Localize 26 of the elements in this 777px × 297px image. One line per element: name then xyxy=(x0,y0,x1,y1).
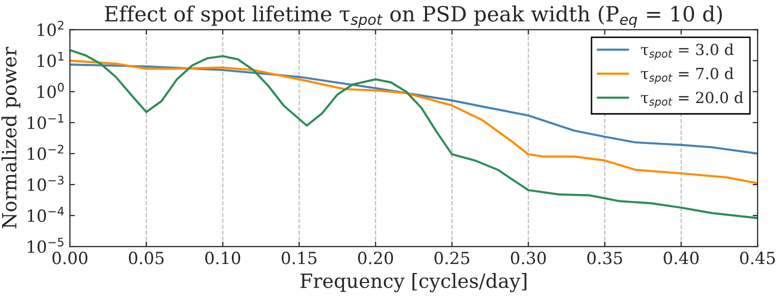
x-tick-label: 0.25 xyxy=(434,252,470,264)
x-tick-label: 0.10 xyxy=(205,252,240,264)
x-tick-label: 0.00 xyxy=(52,252,88,264)
x-tick-label: 0.35 xyxy=(587,252,622,264)
y-tick-label: 10$^{−5}$ xyxy=(28,238,64,253)
line-series xyxy=(70,60,758,184)
y-tick-label: 10$^{0}$ xyxy=(38,82,64,98)
x-tick-label: 0.05 xyxy=(128,252,164,264)
y-tick-label: 10$^{−4}$ xyxy=(28,206,64,222)
x-tick-label: 0.15 xyxy=(282,252,316,264)
legend-label: τ$_{spot}$ = 3.0 d xyxy=(641,43,734,60)
x-tick-label: 0.30 xyxy=(510,252,546,264)
y-tick-label: 10$^{−1}$ xyxy=(28,114,64,130)
chart-title: Effect of spot lifetime τ$_{spot}$ on PSD peak width (P$_{eq}$ = 10 d) xyxy=(104,6,722,28)
x-tick-label: 0.45 xyxy=(740,252,775,264)
y-axis-title: Normalized power xyxy=(2,46,20,228)
legend-label: τ$_{spot}$ = 20.0 d xyxy=(641,91,744,108)
line-series xyxy=(70,64,758,155)
x-tick-label: 0.40 xyxy=(664,252,699,264)
y-tick-label: 10$^{−3}$ xyxy=(28,176,64,192)
y-tick-label: 10$^{1}$ xyxy=(38,52,64,68)
y-tick-label: 10$^{2}$ xyxy=(38,20,64,36)
legend-label: τ$_{spot}$ = 7.0 d xyxy=(641,67,734,84)
x-tick-label: 0.20 xyxy=(358,252,393,264)
x-axis-title: Frequency [cycles/day] xyxy=(300,273,526,292)
y-tick-label: 10$^{−2}$ xyxy=(28,144,64,160)
